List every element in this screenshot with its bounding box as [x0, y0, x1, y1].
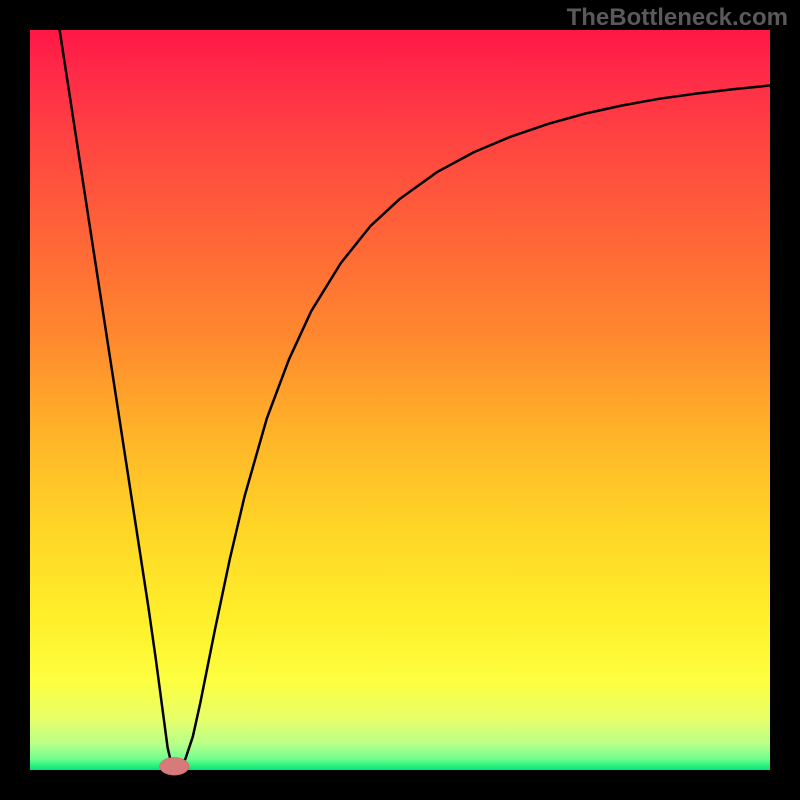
chart-svg [0, 0, 800, 800]
optimal-point-marker [160, 757, 190, 775]
watermark-text: TheBottleneck.com [567, 4, 788, 32]
plot-area [30, 30, 770, 770]
bottleneck-chart: TheBottleneck.com [0, 0, 800, 800]
